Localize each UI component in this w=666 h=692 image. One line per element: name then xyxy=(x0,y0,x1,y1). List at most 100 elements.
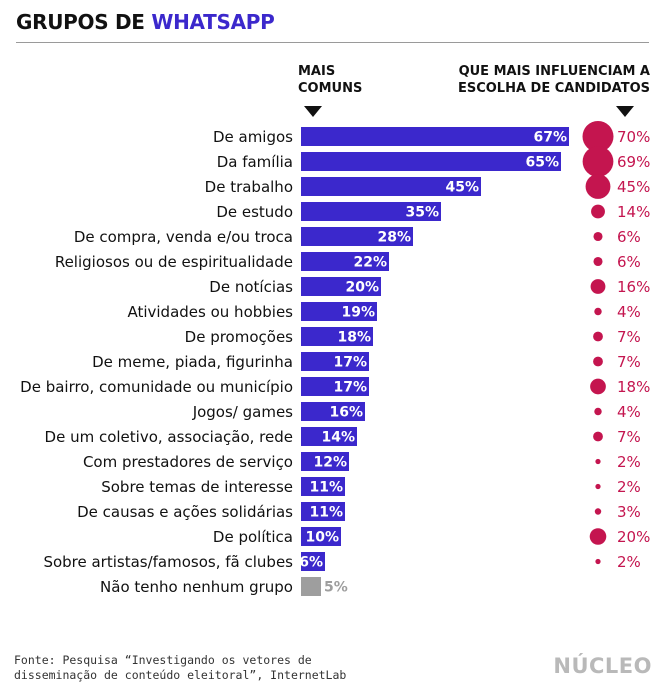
influence-value-label: 14% xyxy=(617,203,650,221)
title-prefix: GRUPOS DE xyxy=(16,10,145,34)
bar-value-label: 6% xyxy=(299,555,323,571)
influence-value-label: 6% xyxy=(617,228,641,246)
frequency-bar xyxy=(301,252,389,271)
bar-value-label: 19% xyxy=(341,305,375,321)
influence-value-label: 69% xyxy=(617,153,650,171)
no-group-bar xyxy=(301,577,321,596)
bar-value-label: 12% xyxy=(313,455,347,471)
bar-value-label: 14% xyxy=(321,430,355,446)
source-line1: Fonte: Pesquisa “Investigando os vetores… xyxy=(14,653,312,667)
frequency-bar xyxy=(301,202,441,221)
influence-bubble xyxy=(595,483,601,490)
chart-title: GRUPOS DE WHATSAPP xyxy=(16,10,275,34)
influence-bubble xyxy=(593,431,603,442)
category-label: Religiosos ou de espiritualidade xyxy=(55,253,293,271)
bar-value-label: 20% xyxy=(345,280,379,296)
category-label: Atividades ou hobbies xyxy=(127,303,293,321)
category-label: De amigos xyxy=(213,128,293,146)
influence-bubble xyxy=(589,528,607,545)
right-column-header: QUE MAIS INFLUENCIAM A ESCOLHA DE CANDID… xyxy=(458,63,650,97)
left-column-header: MAIS COMUNS xyxy=(298,63,362,97)
title-highlight: WHATSAPP xyxy=(151,10,275,34)
category-label: De promoções xyxy=(185,328,294,346)
influence-bubble xyxy=(591,204,605,219)
left-column-header-line1: MAIS xyxy=(298,64,336,79)
frequency-bar xyxy=(301,127,569,146)
influence-bubble xyxy=(593,356,603,367)
influence-bubble xyxy=(593,331,603,342)
influence-value-label: 4% xyxy=(617,303,641,321)
influence-value-label: 2% xyxy=(617,553,641,571)
bar-value-label: 45% xyxy=(445,180,479,196)
category-label: De notícias xyxy=(209,278,293,296)
category-label: De política xyxy=(213,528,293,546)
frequency-bar xyxy=(301,227,413,246)
category-label: De meme, piada, figurinha xyxy=(92,353,293,371)
influence-value-label: 16% xyxy=(617,278,650,296)
frequency-bar xyxy=(301,152,561,171)
bar-value-label: 35% xyxy=(405,205,439,221)
right-column-header-line2: ESCOLHA DE CANDIDATOS xyxy=(457,81,650,96)
influence-bubble xyxy=(594,407,602,416)
category-label: De estudo xyxy=(216,203,293,221)
bar-value-label: 17% xyxy=(333,355,367,371)
category-label: Com prestadores de serviço xyxy=(83,453,293,471)
title-divider xyxy=(16,42,649,43)
frequency-bar xyxy=(301,402,365,421)
frequency-bar xyxy=(301,302,377,321)
bar-value-label: 28% xyxy=(377,230,411,246)
influence-value-label: 7% xyxy=(617,328,641,346)
category-label: Jogos/ games xyxy=(192,403,293,421)
influence-value-label: 7% xyxy=(617,428,641,446)
frequency-bar xyxy=(301,427,357,446)
influence-bubble xyxy=(594,307,602,316)
bar-value-label: 11% xyxy=(309,480,343,496)
influence-bubble xyxy=(593,256,603,267)
left-column-arrow-icon xyxy=(304,106,322,117)
category-label: Sobre artistas/famosos, fã clubes xyxy=(43,553,293,571)
influence-value-label: 6% xyxy=(617,253,641,271)
influence-value-label: 7% xyxy=(617,353,641,371)
influence-bubble xyxy=(585,174,611,199)
frequency-bar xyxy=(301,277,381,296)
bar-value-label: 5% xyxy=(324,580,348,596)
influence-bubble xyxy=(594,508,602,515)
influence-value-label: 45% xyxy=(617,178,650,196)
right-column-header-line1: QUE MAIS INFLUENCIAM A xyxy=(458,64,650,79)
frequency-bar xyxy=(301,527,341,546)
frequency-bar xyxy=(301,177,481,196)
bar-value-label: 17% xyxy=(333,380,367,396)
source-note: Fonte: Pesquisa “Investigando os vetores… xyxy=(14,653,346,683)
right-column-arrow-icon xyxy=(616,106,634,117)
frequency-bar xyxy=(301,552,325,571)
influence-bubble xyxy=(595,458,601,465)
bar-value-label: 67% xyxy=(533,130,567,146)
frequency-bar xyxy=(301,477,345,496)
source-line2: disseminação de conteúdo eleitoral”, Int… xyxy=(14,668,347,682)
bar-value-label: 11% xyxy=(309,505,343,521)
frequency-bar xyxy=(301,502,345,521)
category-label: De um coletivo, associação, rede xyxy=(45,428,293,446)
influence-value-label: 20% xyxy=(617,528,650,546)
category-label: De bairro, comunidade ou município xyxy=(20,378,293,396)
influence-bubble xyxy=(593,231,603,242)
left-column-header-line2: COMUNS xyxy=(298,81,363,96)
category-label: De causas e ações solidárias xyxy=(77,503,293,521)
influence-value-label: 70% xyxy=(617,128,650,146)
bar-value-label: 65% xyxy=(525,155,559,171)
frequency-bar xyxy=(301,452,349,471)
frequency-bar xyxy=(301,377,369,396)
category-label: De trabalho xyxy=(205,178,293,196)
influence-value-label: 4% xyxy=(617,403,641,421)
influence-bubble xyxy=(590,279,606,294)
bar-value-label: 10% xyxy=(305,530,339,546)
category-label: De compra, venda e/ou troca xyxy=(74,228,293,246)
nucleo-logo: NÚCLEO xyxy=(553,654,652,678)
category-label: Da família xyxy=(217,153,293,171)
influence-bubble xyxy=(590,378,606,395)
influence-value-label: 18% xyxy=(617,378,650,396)
category-label: Não tenho nenhum grupo xyxy=(100,578,293,596)
bar-value-label: 18% xyxy=(337,330,371,346)
influence-value-label: 3% xyxy=(617,503,641,521)
bar-bubble-chart: De amigos 67% 70% Da família 65% 69% De trabal… xyxy=(20,121,650,596)
